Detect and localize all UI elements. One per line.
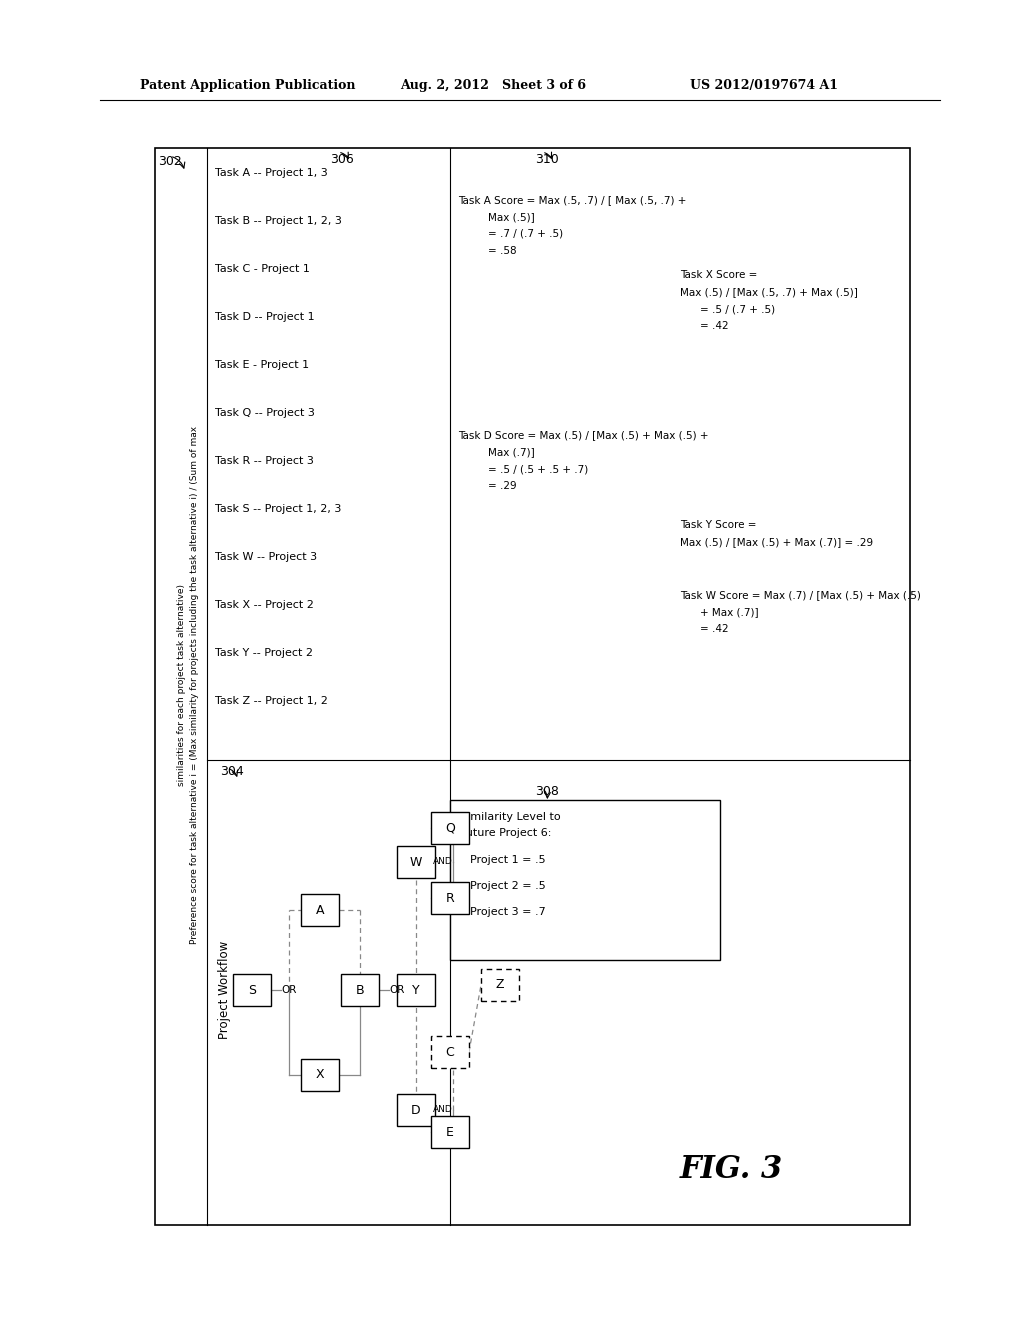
Text: = .29: = .29 bbox=[488, 480, 517, 491]
Text: = .58: = .58 bbox=[488, 246, 517, 256]
Text: 308: 308 bbox=[535, 785, 559, 799]
Text: = .7 / (.7 + .5): = .7 / (.7 + .5) bbox=[488, 228, 563, 239]
Text: Project 1 = .5: Project 1 = .5 bbox=[470, 855, 546, 865]
Text: = .5 / (.5 + .5 + .7): = .5 / (.5 + .5 + .7) bbox=[488, 465, 588, 474]
Text: Future Project 6:: Future Project 6: bbox=[460, 828, 551, 838]
Text: Task Y -- Project 2: Task Y -- Project 2 bbox=[215, 648, 313, 657]
Text: 306: 306 bbox=[330, 153, 353, 166]
Text: similarities for each project task alternative): similarities for each project task alter… bbox=[177, 583, 186, 785]
Bar bbox=[155, 148, 910, 1225]
Text: Task R -- Project 3: Task R -- Project 3 bbox=[215, 455, 314, 466]
Text: Y: Y bbox=[413, 983, 420, 997]
Bar bbox=[431, 1115, 469, 1148]
Bar bbox=[233, 974, 271, 1006]
Text: = .42: = .42 bbox=[700, 624, 729, 634]
Bar bbox=[431, 882, 469, 913]
Text: Task X -- Project 2: Task X -- Project 2 bbox=[215, 601, 314, 610]
Text: 310: 310 bbox=[535, 153, 559, 166]
Text: = .42: = .42 bbox=[700, 321, 729, 331]
Text: S: S bbox=[248, 983, 256, 997]
Text: Task D -- Project 1: Task D -- Project 1 bbox=[215, 312, 314, 322]
Text: AND: AND bbox=[433, 858, 453, 866]
Text: Task B -- Project 1, 2, 3: Task B -- Project 1, 2, 3 bbox=[215, 216, 342, 226]
Text: Task X Score =: Task X Score = bbox=[680, 271, 758, 280]
Text: Task S -- Project 1, 2, 3: Task S -- Project 1, 2, 3 bbox=[215, 504, 341, 513]
Bar bbox=[397, 846, 435, 878]
Text: Project 3 = .7: Project 3 = .7 bbox=[470, 907, 546, 917]
Bar bbox=[301, 894, 339, 927]
Text: Task W -- Project 3: Task W -- Project 3 bbox=[215, 552, 317, 562]
Bar bbox=[481, 969, 519, 1001]
Bar bbox=[431, 1036, 469, 1068]
Text: Task Q -- Project 3: Task Q -- Project 3 bbox=[215, 408, 314, 418]
Text: Max (.7)]: Max (.7)] bbox=[488, 447, 535, 457]
Text: Q: Q bbox=[445, 821, 455, 834]
Text: C: C bbox=[445, 1045, 455, 1059]
Bar bbox=[431, 812, 469, 843]
Text: Aug. 2, 2012   Sheet 3 of 6: Aug. 2, 2012 Sheet 3 of 6 bbox=[400, 78, 586, 91]
Text: A: A bbox=[315, 903, 325, 916]
Text: Z: Z bbox=[496, 978, 504, 991]
Bar bbox=[397, 974, 435, 1006]
Text: 302: 302 bbox=[158, 154, 181, 168]
Text: X: X bbox=[315, 1068, 325, 1081]
Text: W: W bbox=[410, 855, 422, 869]
Bar bbox=[341, 974, 379, 1006]
Text: E: E bbox=[446, 1126, 454, 1138]
Text: Project Workflow: Project Workflow bbox=[218, 941, 231, 1039]
Text: 304: 304 bbox=[220, 766, 244, 777]
Bar bbox=[397, 1094, 435, 1126]
Text: OR: OR bbox=[282, 985, 297, 995]
Text: Max (.5)]: Max (.5)] bbox=[488, 213, 535, 222]
Text: = .5 / (.7 + .5): = .5 / (.7 + .5) bbox=[700, 304, 775, 314]
Text: Task E - Project 1: Task E - Project 1 bbox=[215, 360, 309, 370]
Text: Task A -- Project 1, 3: Task A -- Project 1, 3 bbox=[215, 168, 328, 178]
Text: OR: OR bbox=[389, 985, 404, 995]
Text: Task Y Score =: Task Y Score = bbox=[680, 520, 757, 531]
Text: AND: AND bbox=[433, 1106, 453, 1114]
Text: Patent Application Publication: Patent Application Publication bbox=[140, 78, 355, 91]
Text: D: D bbox=[412, 1104, 421, 1117]
Text: Project 2 = .5: Project 2 = .5 bbox=[470, 880, 546, 891]
Text: Task A Score = Max (.5, .7) / [ Max (.5, .7) +: Task A Score = Max (.5, .7) / [ Max (.5,… bbox=[458, 195, 686, 205]
Text: Max (.5) / [Max (.5) + Max (.7)] = .29: Max (.5) / [Max (.5) + Max (.7)] = .29 bbox=[680, 537, 873, 546]
Text: B: B bbox=[355, 983, 365, 997]
Text: Task D Score = Max (.5) / [Max (.5) + Max (.5) +: Task D Score = Max (.5) / [Max (.5) + Ma… bbox=[458, 430, 709, 440]
Bar bbox=[450, 800, 720, 960]
Text: R: R bbox=[445, 891, 455, 904]
Text: Max (.5) / [Max (.5, .7) + Max (.5)]: Max (.5) / [Max (.5, .7) + Max (.5)] bbox=[680, 286, 858, 297]
Text: US 2012/0197674 A1: US 2012/0197674 A1 bbox=[690, 78, 838, 91]
Text: Preference score for task alternative i = (Max similarity for projects including: Preference score for task alternative i … bbox=[190, 426, 200, 944]
Text: + Max (.7)]: + Max (.7)] bbox=[700, 607, 759, 616]
Bar bbox=[301, 1059, 339, 1092]
Text: Task Z -- Project 1, 2: Task Z -- Project 1, 2 bbox=[215, 696, 328, 706]
Text: Task C - Project 1: Task C - Project 1 bbox=[215, 264, 310, 275]
Text: Similarity Level to: Similarity Level to bbox=[460, 812, 560, 822]
Text: Task W Score = Max (.7) / [Max (.5) + Max (.5): Task W Score = Max (.7) / [Max (.5) + Ma… bbox=[680, 590, 921, 601]
Text: FIG. 3: FIG. 3 bbox=[680, 1155, 783, 1185]
